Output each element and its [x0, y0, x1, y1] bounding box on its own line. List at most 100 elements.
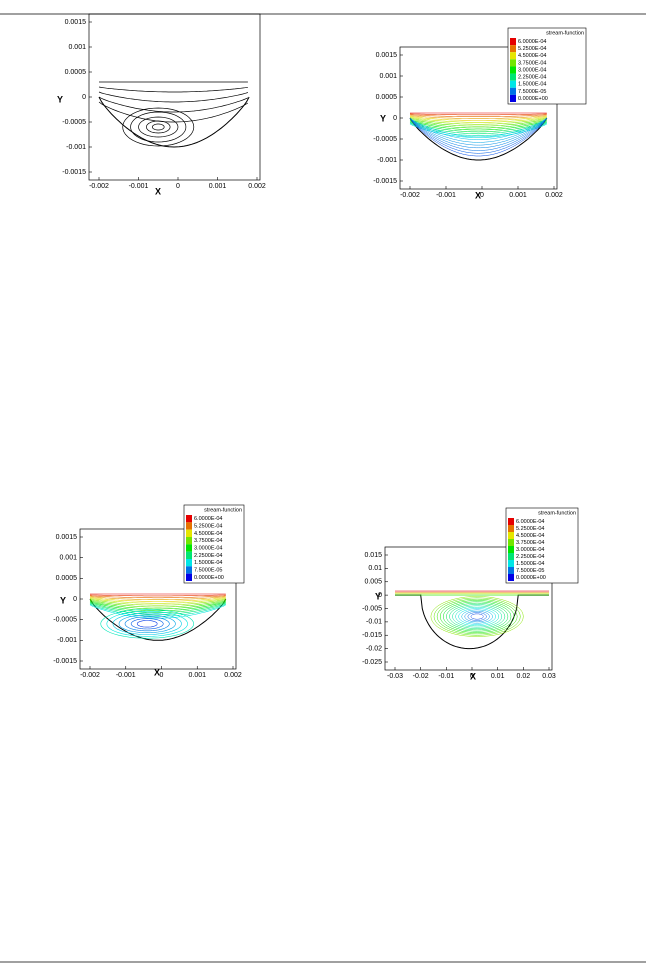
y-tick-label: -0.0015 [53, 658, 77, 665]
contour [409, 119, 547, 129]
x-axis-label: X [470, 671, 476, 681]
streamline [98, 86, 248, 93]
contour [409, 118, 547, 127]
y-tick-label: 0.01 [368, 565, 382, 572]
contour [458, 608, 496, 625]
legend-swatch [510, 52, 516, 60]
contour [89, 595, 226, 599]
vortex-line [130, 111, 187, 143]
legend-label: 2.2500E-04 [516, 554, 544, 560]
x-tick-label: 0.01 [491, 673, 505, 680]
contour [89, 596, 226, 600]
contour [433, 597, 521, 636]
legend-label: 4.5000E-04 [194, 531, 222, 537]
contour [467, 612, 487, 621]
y-tick-label: 0.001 [68, 44, 86, 51]
y-tick-label: -0.02 [366, 645, 382, 652]
cavity-wall [409, 117, 548, 161]
y-tick-label: -0.0005 [53, 617, 77, 624]
contour [449, 604, 506, 629]
y-tick-label: 0.0015 [56, 534, 78, 541]
legend-label: 0.0000E+00 [516, 575, 546, 581]
y-tick-label: -0.001 [57, 637, 77, 644]
contour [409, 117, 547, 125]
legend-swatch [508, 525, 514, 532]
y-tick-label: 0 [73, 596, 77, 603]
contour [89, 602, 226, 613]
legend-swatch [510, 73, 516, 81]
contour [409, 117, 547, 140]
legend-swatch [510, 80, 516, 88]
contour [436, 598, 518, 635]
contour [409, 117, 547, 143]
legend-box [505, 507, 579, 584]
contour [409, 117, 547, 149]
legend-swatch [508, 518, 514, 525]
contour [89, 597, 226, 602]
legend-label: 5.2500E-04 [518, 46, 546, 52]
legend-swatch [508, 539, 514, 546]
legend-swatch [510, 38, 516, 46]
contour [130, 618, 164, 630]
x-tick-label: 0.001 [188, 672, 206, 679]
figure: -0.002 -0.001 0 0.001 0.002 0.0015 0.001 0.0005… [53, 504, 245, 679]
legend-box [183, 504, 245, 584]
contour [112, 612, 182, 635]
contour [409, 117, 548, 154]
y-tick-label: -0.001 [377, 157, 397, 164]
legend-label: 4.5000E-04 [516, 533, 544, 539]
legend-label: 1.5000E-04 [518, 82, 546, 88]
legend-label: 1.5000E-04 [516, 561, 544, 567]
x-axis-label: X [154, 667, 160, 677]
legend-swatch [186, 566, 192, 574]
y-tick-label: 0.005 [364, 579, 382, 586]
y-axis-label: Y [375, 591, 381, 601]
contour [409, 123, 547, 138]
x-tick-label: -0.002 [400, 192, 420, 199]
y-tick-label: 0.0005 [65, 69, 87, 76]
contour [409, 116, 547, 123]
contour [89, 602, 226, 615]
x-tick-label: 0 [176, 183, 180, 190]
contour [118, 614, 176, 634]
x-tick-label: 0.02 [517, 673, 531, 680]
y-tick-label: -0.0005 [373, 136, 397, 143]
legend-label: 4.5000E-04 [518, 53, 546, 59]
legend-label: 3.7500E-04 [518, 60, 546, 66]
x-tick-label: 0.03 [542, 673, 556, 680]
contour [89, 604, 226, 619]
legend-swatch [508, 532, 514, 539]
contour [409, 116, 547, 121]
contour [89, 600, 226, 610]
y-tick-label: -0.025 [362, 659, 382, 666]
x-tick-label: -0.002 [89, 183, 109, 190]
x-tick-label: -0.001 [436, 192, 456, 199]
y-tick-label: 0.0005 [56, 575, 78, 582]
x-tick-label: -0.02 [413, 673, 429, 680]
y-tick-label: -0.005 [362, 605, 382, 612]
x-tick-label: 0.001 [509, 192, 527, 199]
legend-label: 6.0000E-04 [194, 516, 222, 522]
y-tick-label: 0.001 [379, 73, 397, 80]
contour [446, 602, 509, 631]
y-tick-label: 0.0005 [376, 94, 398, 101]
contour [409, 113, 547, 116]
y-tick-label: 0 [378, 592, 382, 599]
contour [443, 601, 512, 632]
legend-swatch [186, 559, 192, 567]
contour [455, 606, 499, 627]
legend-label: 2.2500E-04 [194, 553, 222, 559]
legend-swatch [510, 59, 516, 67]
x-tick-label: 0.002 [224, 672, 242, 679]
legend-swatch [508, 553, 514, 560]
y-tick-label: -0.01 [366, 619, 382, 626]
contour [89, 598, 226, 606]
legend-label: 5.2500E-04 [194, 523, 222, 529]
x-tick-label: -0.03 [387, 673, 403, 680]
y-axis-label: Y [60, 595, 66, 605]
y-axis-label: Y [57, 94, 63, 104]
contour [409, 121, 547, 133]
contour [409, 115, 547, 119]
figure: -0.002 -0.001 0 0.001 0.002 0.0015 0.001 0.0005… [373, 27, 587, 200]
